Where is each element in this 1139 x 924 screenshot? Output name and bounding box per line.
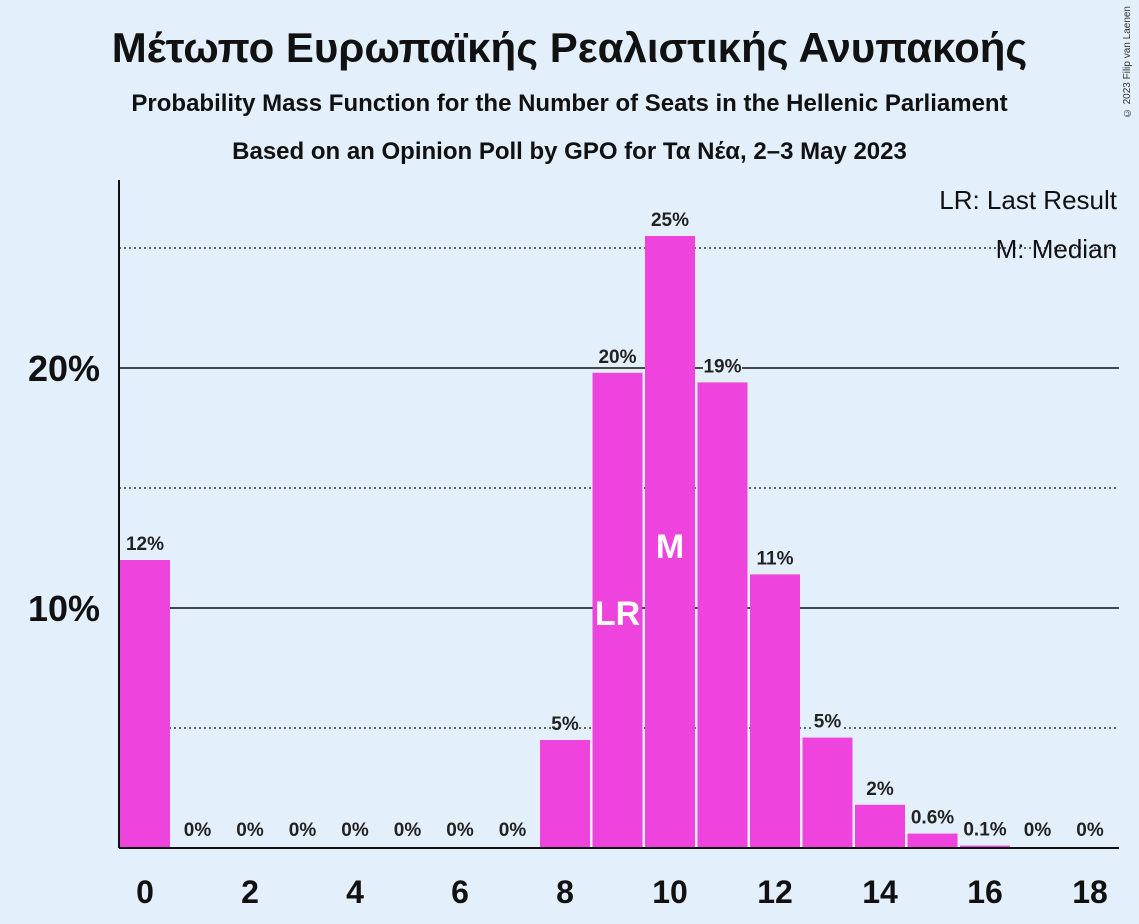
- bar: [802, 737, 853, 848]
- y-tick-label: 10%: [28, 588, 100, 629]
- bar-value-label: 0%: [341, 820, 369, 841]
- bar-value-label: 0%: [394, 820, 422, 841]
- legend: LR: Last Result M: Median: [939, 185, 1118, 264]
- bar-value-label: 19%: [703, 356, 741, 377]
- bar-label-bg: [650, 208, 690, 230]
- bar-value-label: 0%: [446, 820, 474, 841]
- bar-label-bg: [551, 712, 579, 734]
- median-marker: M: [656, 528, 684, 566]
- bar-label-bg: [393, 818, 422, 840]
- bar-value-label: 0%: [1024, 820, 1052, 841]
- bar: [592, 372, 643, 848]
- x-tick-label: 2: [241, 874, 259, 910]
- x-tick-label: 6: [451, 874, 469, 910]
- bar-label-bg: [236, 818, 264, 840]
- x-tick-label: 4: [346, 874, 364, 910]
- bar: [907, 833, 958, 848]
- bar-label-bg: [866, 776, 894, 799]
- x-tick-label: 10: [652, 874, 688, 910]
- bar-value-label: 0%: [499, 820, 527, 841]
- bar-label-bg: [498, 818, 527, 840]
- x-tick-label: 14: [862, 874, 898, 910]
- bar-label-bg: [183, 818, 212, 840]
- bar-label-bg: [1023, 818, 1052, 840]
- chart-title: Μέτωπο Ευρωπαϊκής Ρεαλιστικής Ανυπακοής: [111, 24, 1028, 71]
- x-tick-label: 18: [1072, 874, 1108, 910]
- bar-label-bg: [1076, 818, 1104, 840]
- chart-subtitle: Probability Mass Function for the Number…: [131, 90, 1008, 117]
- bar-value-label: 25%: [651, 210, 689, 231]
- y-tick-label: 20%: [28, 348, 100, 389]
- x-tick-label: 8: [556, 874, 574, 910]
- bar-value-label: 0%: [236, 820, 264, 841]
- bar-value-label: 0%: [184, 820, 212, 841]
- bar: [120, 560, 170, 848]
- bar-value-label: 20%: [598, 347, 636, 368]
- bar-value-label: 11%: [757, 548, 794, 569]
- bar-label-bg: [446, 818, 474, 840]
- bar-value-label: 0%: [289, 820, 317, 841]
- bar: [855, 804, 905, 848]
- bar-value-label: 12%: [126, 534, 164, 555]
- bar-label-bg: [598, 344, 637, 367]
- bar-label-bg: [288, 818, 317, 840]
- bar-label-bg: [703, 354, 742, 377]
- last-result-marker: LR: [595, 595, 640, 633]
- x-tick-label: 12: [757, 874, 793, 910]
- bar-label-bg: [125, 532, 165, 554]
- bar-label-bg: [960, 817, 1010, 840]
- bar-label-bg: [907, 805, 958, 828]
- bar-value-label: 5%: [551, 714, 579, 735]
- bar: [645, 236, 695, 848]
- bar-value-label: 2%: [866, 779, 894, 800]
- bar: [697, 382, 748, 848]
- bar-label-bg: [813, 709, 842, 732]
- axes: 0 2 4 6 8 10 12 14 16 18 10% 20%: [28, 180, 1119, 910]
- bar-label-bg: [341, 818, 369, 840]
- bar: [750, 574, 800, 848]
- bar-value-label: 0.1%: [963, 820, 1006, 841]
- legend-median: M: Median: [996, 234, 1117, 264]
- bar-value-label: 0%: [1076, 820, 1104, 841]
- chart-source: Based on an Opinion Poll by GPO for Τα Ν…: [232, 138, 907, 165]
- bar-value-label: 0.6%: [911, 808, 954, 829]
- x-tick-label: 0: [136, 874, 154, 910]
- legend-last-result: LR: Last Result: [939, 185, 1118, 215]
- bar-label-bg: [755, 546, 795, 569]
- bar: [960, 845, 1010, 848]
- x-tick-label: 16: [967, 874, 1003, 910]
- bar: [540, 740, 590, 848]
- bars: 12% 0% 0% 0% 0% 0% 0% 0% 5% 20% 25% 19% 11% 5% 2% 0.6% 0…: [120, 208, 1104, 848]
- bar-value-label: 5%: [814, 712, 842, 733]
